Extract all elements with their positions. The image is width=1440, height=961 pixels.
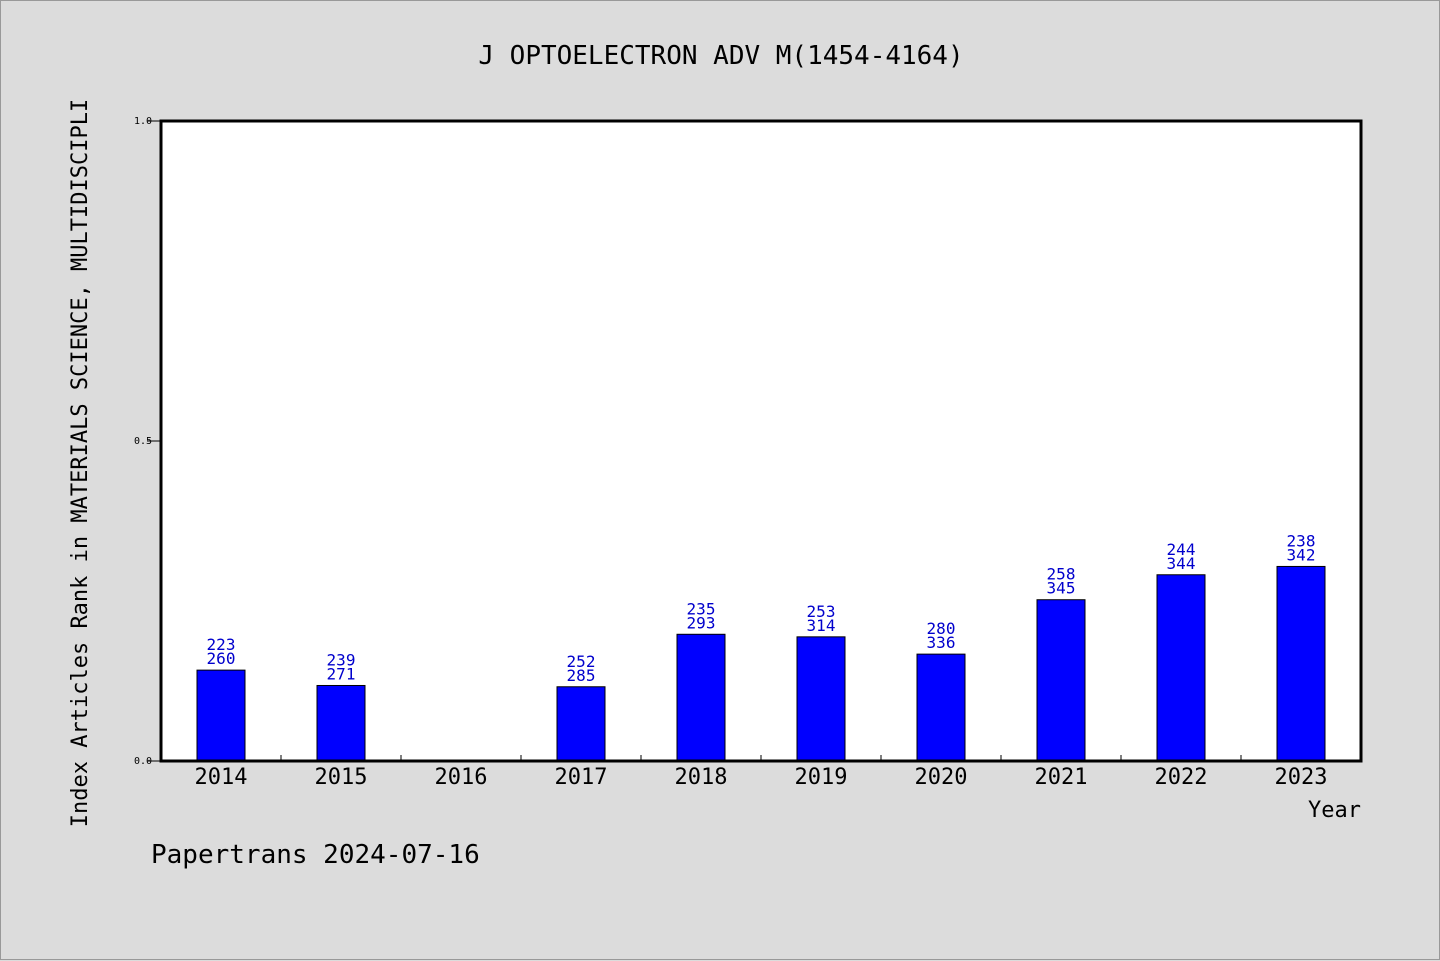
bar-total-label-2019: 314 <box>807 616 836 635</box>
bar-total-label-2020: 336 <box>927 633 956 652</box>
footer-credit: Papertrans 2024-07-16 <box>151 840 480 870</box>
y-tick-label-2: 1.0 <box>134 116 152 127</box>
bar-total-label-2017: 285 <box>567 666 596 685</box>
bar-2018 <box>676 633 726 762</box>
bar-total-label-2023: 342 <box>1287 545 1316 564</box>
x-tick-label-2020: 2020 <box>915 765 968 790</box>
bar-rank-label-2019: 253 <box>807 602 836 621</box>
x-tick-label-2017: 2017 <box>555 765 608 790</box>
x-tick-label-2023: 2023 <box>1275 765 1328 790</box>
x-tick-label-2018: 2018 <box>675 765 728 790</box>
bar-2020 <box>916 653 966 762</box>
axes-layer: 2014 2015 2016 2017 2018 2019 2020 2021 2022 2023… <box>134 116 1328 790</box>
bar-rank-label-2018: 235 <box>687 599 716 618</box>
y-tick-label-0: 0.0 <box>134 756 152 767</box>
y-axis-title: Index Articles Rank in MATERIALS SCIENCE… <box>68 99 93 827</box>
bar-total-label-2018: 293 <box>687 613 716 632</box>
bar-total-label-2021: 345 <box>1047 579 1076 598</box>
bar-rank-label-2022: 244 <box>1167 540 1196 559</box>
bar-2019 <box>796 636 846 762</box>
bar-rank-label-2017: 252 <box>567 652 596 671</box>
bar-total-label-2015: 271 <box>327 664 356 683</box>
bar-rank-label-2021: 258 <box>1047 565 1076 584</box>
chart-title: J OPTOELECTRON ADV M(1454-4164) <box>478 41 963 71</box>
x-tick-label-2021: 2021 <box>1035 765 1088 790</box>
bar-rank-label-2015: 239 <box>327 650 356 669</box>
bar-rank-label-2023: 238 <box>1287 531 1316 550</box>
bar-total-label-2014: 260 <box>207 649 236 668</box>
bar-2014 <box>196 669 246 762</box>
x-tick-label-2019: 2019 <box>795 765 848 790</box>
bar-2015 <box>316 684 366 762</box>
x-tick-label-2016: 2016 <box>435 765 488 790</box>
x-tick-label-2014: 2014 <box>195 765 248 790</box>
bar-total-label-2022: 344 <box>1167 554 1196 573</box>
bar-2023 <box>1276 565 1326 762</box>
bar-rank-label-2014: 223 <box>207 635 236 654</box>
bar-rank-label-2020: 280 <box>927 619 956 638</box>
bar-2022 <box>1156 574 1206 762</box>
bar-2021 <box>1036 599 1086 762</box>
x-tick-label-2022: 2022 <box>1155 765 1208 790</box>
x-tick-label-2015: 2015 <box>315 765 368 790</box>
bar-2017 <box>556 686 606 762</box>
x-axis-title: Year <box>1308 798 1361 823</box>
y-tick-label-1: 0.5 <box>134 436 152 447</box>
